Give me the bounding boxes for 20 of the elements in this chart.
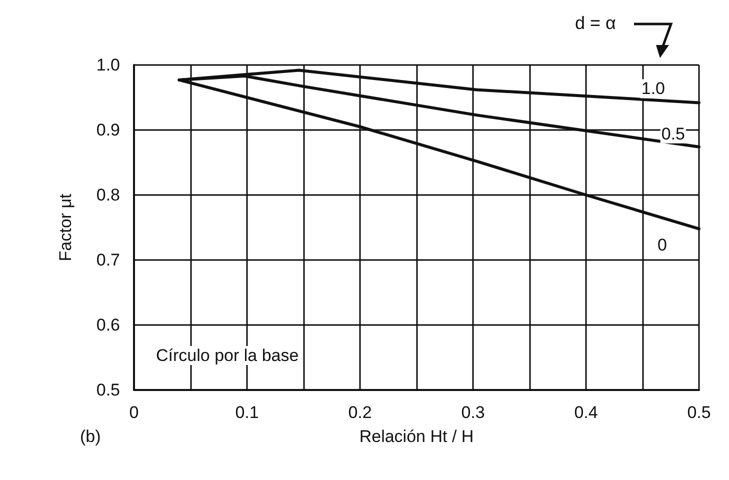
text: (b): [80, 427, 101, 446]
x-tick-label: 0.1: [235, 403, 259, 422]
annotation: Círculo por la base: [156, 346, 299, 365]
x-tick-label: 0.5: [687, 403, 711, 422]
x-tick-label: 0.4: [574, 403, 598, 422]
x-tick-label: 0: [129, 403, 139, 422]
x-tick-label: 0.2: [348, 403, 372, 422]
y-tick-label: 0.5: [96, 380, 120, 400]
y-axis-title: Factor μt: [56, 194, 75, 262]
series-label: 0: [658, 235, 667, 254]
y-tick-label: 1.0: [96, 56, 120, 74]
series-label: 1.0: [641, 79, 665, 98]
y-tick-label: 0.8: [96, 186, 120, 204]
y-tick-label: 0.6: [96, 316, 120, 334]
y-tick-label: 0.7: [96, 250, 120, 270]
legend-title: d = α: [575, 13, 616, 33]
y-tick-label: 0.9: [96, 120, 120, 140]
series-label: 0.5: [661, 124, 685, 144]
x-tick-label: 0.3: [461, 403, 485, 422]
x-axis-title: Relación Ht / H: [359, 427, 474, 446]
